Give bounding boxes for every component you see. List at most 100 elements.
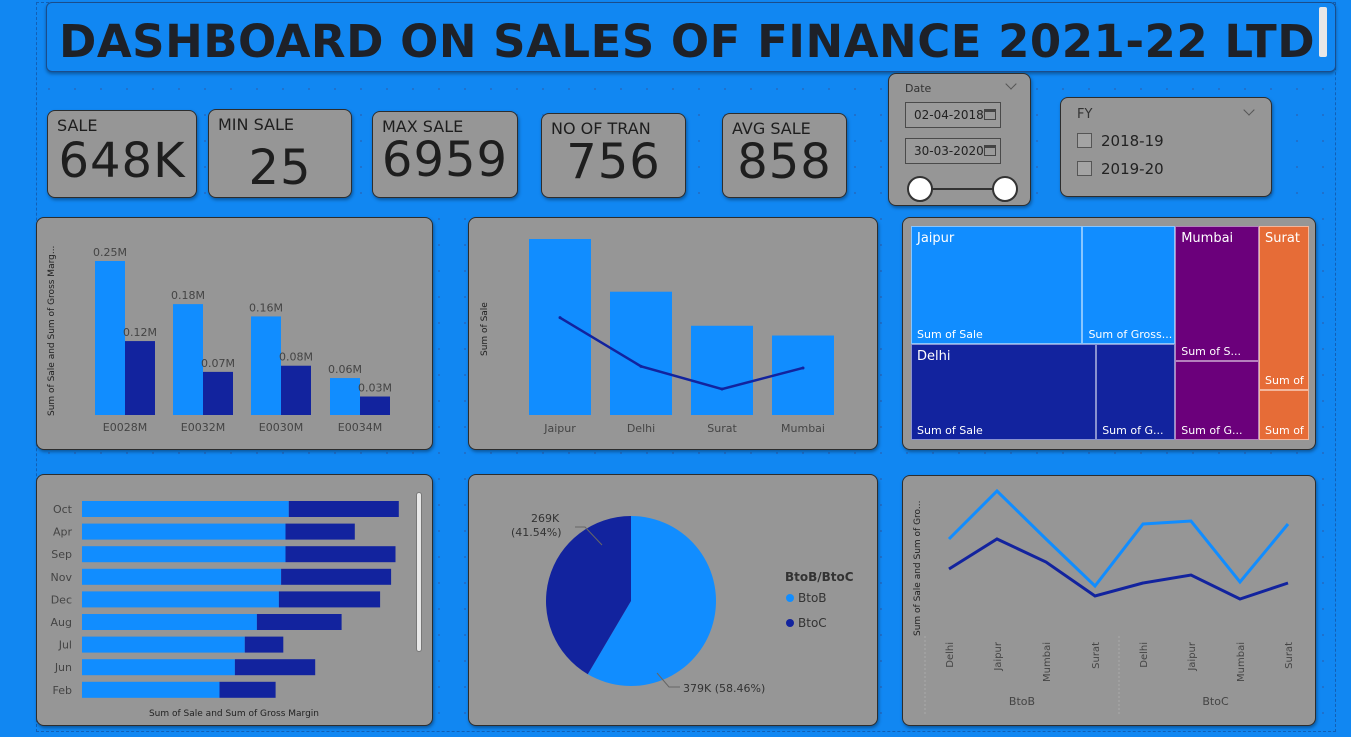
date-range-end-handle[interactable]	[992, 176, 1018, 202]
x-tick-label: Delhi	[945, 642, 956, 668]
bar-sale	[330, 378, 360, 415]
pie-label-btoc-value: 269K	[531, 512, 560, 525]
kpi-label: NO OF TRAN	[551, 119, 651, 138]
kpi-card-min-sale: MIN SALE 25	[208, 109, 352, 198]
x-tick-label: Surat	[707, 422, 737, 435]
bar-sale	[95, 261, 125, 415]
treemap-tile-surat-sale[interactable]: Surat Sum of ...	[1259, 226, 1309, 391]
date-range-track[interactable]	[919, 188, 1005, 190]
bar-sale	[772, 335, 834, 415]
kpi-card-avg-sale: AVG SALE 858	[722, 113, 847, 198]
data-label: 0.07M	[201, 357, 235, 370]
legend-marker-btob	[786, 594, 794, 602]
treemap-tile-label: Sum of Sale	[917, 327, 983, 341]
x-axis-title: Sum of Sale and Sum of Gross Margin	[149, 709, 319, 719]
chart-scrollbar[interactable]	[416, 492, 422, 652]
bar-gross-margin	[278, 591, 381, 608]
line-sale	[947, 488, 1290, 589]
data-label: 0.06M	[328, 363, 362, 376]
data-label: 0.25M	[93, 246, 127, 259]
kpi-value: 25	[248, 140, 312, 196]
city-combo-chart: Sum of Sale Jaipur Delhi Surat Mumbai	[480, 239, 834, 435]
treemap: Jaipur Sum of Sale Sum of Gross... Delhi Sum…	[911, 226, 1309, 440]
treemap-tile-label: Sum of G...	[1102, 423, 1164, 437]
leader-line	[656, 672, 680, 688]
page-title: DASHBOARD ON SALES OF FINANCE 2021-22 LT…	[59, 15, 1316, 68]
legend-label-btoc[interactable]: BtoC	[798, 616, 827, 630]
kpi-card-max-sale: MAX SALE 6959	[372, 111, 518, 198]
line-point	[801, 366, 805, 370]
line-gross-margin	[559, 316, 804, 391]
x-tick-label: Mumbai	[1236, 642, 1247, 682]
treemap-tile-label: Sum of G...	[1181, 423, 1243, 437]
data-label: 0.12M	[123, 326, 157, 339]
x-tick-label: Surat	[1091, 642, 1102, 669]
end-date-input[interactable]: 30-03-2020	[905, 138, 1001, 164]
legend-label-btob[interactable]: BtoB	[798, 591, 827, 605]
bar-sale	[82, 501, 289, 517]
bar-gross-margin	[244, 636, 284, 653]
treemap-tile-delhi-gross-margin[interactable]: Sum of G...	[1096, 343, 1176, 440]
fy-option-label[interactable]: 2019-20	[1101, 160, 1164, 178]
fy-slicer-title: FY	[1077, 107, 1093, 122]
data-label: 0.03M	[358, 382, 392, 395]
data-label: 0.16M	[249, 301, 283, 314]
chart-btob-btoc-pie[interactable]: 269K (41.54%) 379K (58.46%) BtoB/BtoC Bt…	[468, 474, 878, 726]
bar-sale	[691, 325, 753, 415]
kpi-label: SALE	[57, 116, 98, 135]
chart-segment-city-lines[interactable]: Sum of Sale and Sum of Gro... Delhi Jaipu…	[902, 475, 1316, 726]
calendar-icon[interactable]	[984, 109, 996, 120]
bar-sale	[82, 546, 286, 563]
pie-chart: 269K (41.54%) 379K (58.46%) BtoB/BtoC Bt…	[511, 512, 854, 695]
fy-option-label[interactable]: 2018-19	[1101, 132, 1164, 150]
treemap-city-label: Surat	[1265, 231, 1300, 246]
bar-sale	[82, 591, 279, 608]
treemap-tile-jaipur-sale[interactable]: Jaipur Sum of Sale	[911, 226, 1083, 344]
month-stacked-bar-chart: Sum of Sale and Sum of Gross Margin Oct A…	[51, 501, 399, 719]
chart-month-sales[interactable]: Sum of Sale and Sum of Gross Margin Oct A…	[36, 474, 433, 726]
y-axis-title: Sum of Sale and Sum of Gross Marg...	[47, 246, 57, 416]
bar-gross-margin	[285, 546, 396, 563]
chart-city-treemap[interactable]: Jaipur Sum of Sale Sum of Gross... Delhi Sum…	[902, 217, 1316, 450]
treemap-tile-label: Sum of ...	[1265, 374, 1308, 388]
y-axis-title: Sum of Sale and Sum of Gro...	[913, 501, 923, 637]
treemap-tile-surat-gross-margin[interactable]: Sum of ...	[1259, 390, 1309, 440]
y-tick-label: Sep	[51, 548, 72, 561]
fy-slicer: FY 2018-19 2019-20	[1060, 97, 1272, 197]
chevron-down-icon[interactable]	[1005, 78, 1017, 90]
treemap-tile-mumbai-gross-margin[interactable]: Sum of G...	[1175, 360, 1260, 440]
y-tick-label: Jun	[54, 661, 72, 674]
kpi-label: MAX SALE	[382, 117, 464, 136]
x-tick-label: Jaipur	[1187, 641, 1198, 672]
fy-checkbox-2019-20[interactable]	[1077, 161, 1092, 176]
kpi-value: 648K	[58, 133, 186, 189]
chevron-down-icon[interactable]	[1243, 104, 1255, 116]
x-group-label: BtoB	[1009, 695, 1035, 708]
title-banner: DASHBOARD ON SALES OF FINANCE 2021-22 LT…	[46, 2, 1336, 72]
treemap-tile-mumbai-sale[interactable]: Mumbai Sum of S...	[1175, 226, 1260, 361]
legend-marker-btoc	[786, 619, 794, 627]
bar-gross-margin	[281, 568, 392, 585]
date-range-start-handle[interactable]	[907, 176, 933, 202]
bar-gross-margin	[219, 681, 276, 698]
bar-gross-margin	[125, 341, 155, 415]
kpi-label: AVG SALE	[732, 119, 811, 138]
x-tick-label: E0034M	[338, 421, 382, 434]
bar-gross-margin	[285, 523, 355, 540]
fy-checkbox-2018-19[interactable]	[1077, 133, 1092, 148]
line-point	[558, 316, 562, 320]
data-label: 0.18M	[171, 289, 205, 302]
chart-city-sales[interactable]: Sum of Sale Jaipur Delhi Surat Mumbai	[468, 217, 878, 450]
title-scrollbar[interactable]	[1319, 7, 1327, 57]
bar-gross-margin	[360, 396, 390, 415]
bar-sale	[82, 523, 286, 540]
line-point	[720, 387, 724, 391]
start-date-input[interactable]: 02-04-2018	[905, 102, 1001, 128]
treemap-tile-delhi-sale[interactable]: Delhi Sum of Sale	[911, 343, 1097, 440]
calendar-icon[interactable]	[984, 145, 996, 156]
chart-employee-sales[interactable]: Sum of Sale and Sum of Gross Marg... 0.2…	[36, 217, 433, 450]
kpi-label: MIN SALE	[218, 115, 294, 134]
x-tick-label: Jaipur	[543, 422, 576, 435]
pie-label-btob: 379K (58.46%)	[683, 682, 765, 695]
treemap-tile-jaipur-gross-margin[interactable]: Sum of Gross...	[1082, 226, 1176, 344]
